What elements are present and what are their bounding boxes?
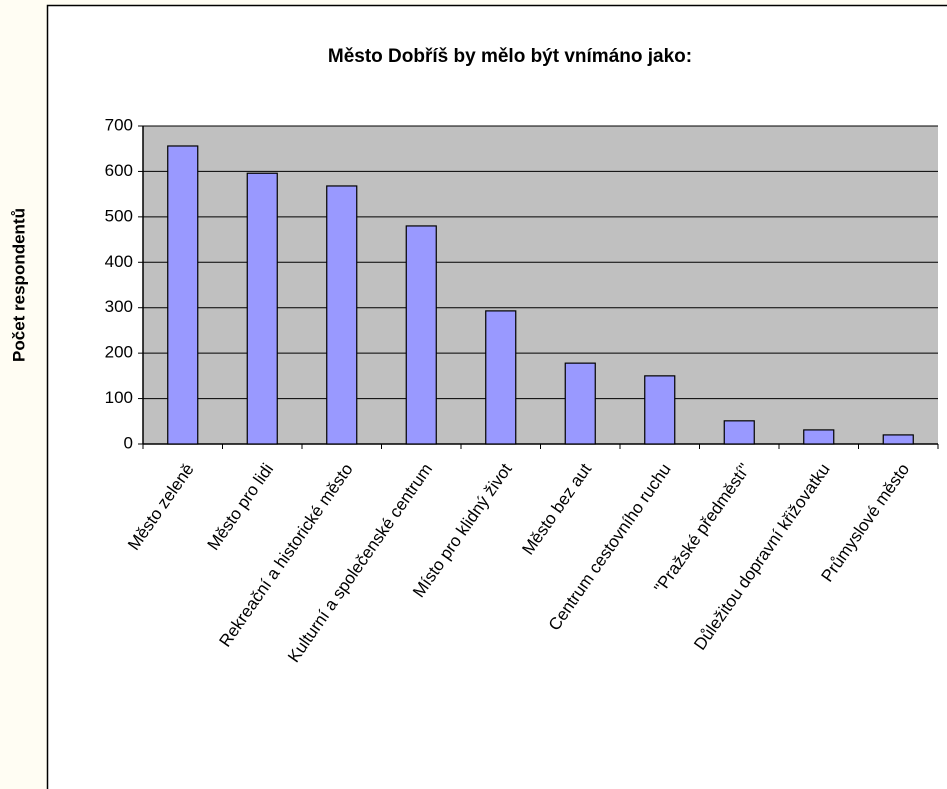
bar [246,172,278,445]
bar [803,429,835,445]
bar [644,375,676,445]
bar [723,420,755,445]
bar [564,362,596,445]
y-tick-label: 700 [105,115,133,134]
y-tick-label: 0 [124,433,133,452]
bar [405,225,437,445]
y-axis-label: Počet respondentů [9,208,28,362]
y-tick-label: 100 [105,388,133,407]
bar [882,434,914,445]
chart-title: Město Dobříš by mělo být vnímáno jako: [328,46,692,67]
y-tick-label: 300 [105,297,133,316]
bar [485,310,517,445]
y-tick-label: 600 [105,161,133,180]
bar [167,145,199,445]
y-tick-label: 200 [105,343,133,362]
y-tick-label: 400 [105,252,133,271]
y-tick-label: 500 [105,206,133,225]
bar [326,185,358,445]
